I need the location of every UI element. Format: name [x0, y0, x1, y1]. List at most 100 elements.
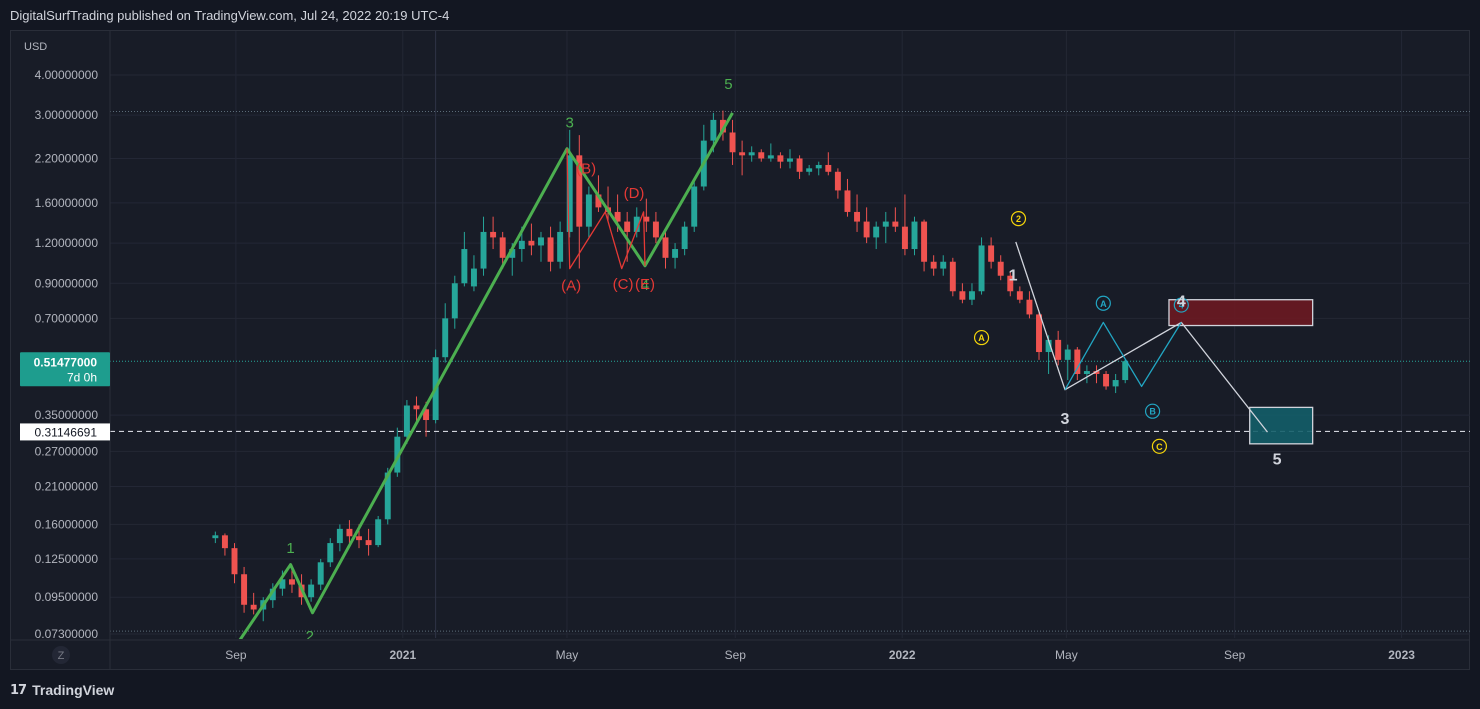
chart-grid [110, 31, 1470, 638]
candle-body [834, 171, 841, 191]
candle-body [997, 261, 1004, 276]
x-tick-label: May [1055, 648, 1078, 662]
y-tick-label: 0.07300000 [35, 627, 99, 641]
candle-body [978, 245, 985, 292]
wave-label: (B) [576, 160, 596, 177]
tradingview-logo-icon: 17 [10, 682, 27, 698]
y-tick-label: 0.27000000 [35, 444, 99, 458]
candle-body [576, 155, 583, 227]
candle-body [643, 216, 650, 222]
candle-body [787, 158, 793, 162]
candle-body [691, 186, 698, 227]
candle-body [777, 155, 784, 162]
y-tick-label: 0.90000000 [35, 276, 99, 290]
candle-body [940, 261, 947, 269]
brand-name: TradingView [32, 682, 115, 698]
wave-label-circle [973, 329, 990, 346]
chart-panel[interactable] [10, 30, 1470, 670]
candle-body [1055, 339, 1062, 360]
candle-body [892, 221, 899, 227]
candle-body [796, 158, 803, 172]
candle-body [221, 535, 228, 549]
candle-body [1007, 275, 1014, 292]
candle-body [490, 231, 497, 238]
candle-body [863, 221, 870, 238]
candle-body [442, 318, 449, 358]
candle-body [949, 261, 956, 292]
candle-body [1016, 291, 1023, 300]
candle-body [911, 221, 918, 250]
candle-body [748, 152, 755, 156]
candle-body [969, 291, 975, 300]
candle-body [289, 579, 295, 585]
candle-body [719, 119, 726, 133]
candle-body [681, 226, 688, 250]
zoom-label: Z [58, 650, 65, 662]
tradingview-branding[interactable]: 17 TradingView [10, 682, 114, 698]
candle-body [317, 562, 324, 585]
candle-body [758, 152, 765, 159]
candle-body [1074, 349, 1081, 374]
candle-body [815, 164, 822, 169]
wave-label-circle [1151, 438, 1168, 454]
candle-body [557, 231, 564, 262]
candle-body [394, 436, 401, 473]
y-tick-label: 3.00000000 [35, 108, 99, 122]
candle-body [729, 132, 736, 153]
candle-body [451, 283, 458, 319]
wave-label: (D) [624, 185, 645, 202]
candle-body [528, 240, 535, 246]
cursor-price-badge [20, 423, 110, 441]
candle-body [423, 409, 430, 421]
candle-body [308, 584, 315, 598]
candle-body [356, 536, 362, 541]
x-tick-label: Sep [725, 648, 747, 662]
zoom-button[interactable]: Z [52, 646, 70, 664]
y-tick-label: 0.35000000 [35, 408, 99, 422]
candle-body [873, 226, 880, 238]
candle-body [365, 540, 372, 546]
wave-label: 2 [1016, 214, 1021, 224]
candle-body [585, 194, 592, 227]
candle-body [959, 291, 966, 300]
wave-label: 3 [566, 114, 574, 131]
x-tick-label: 2021 [389, 648, 416, 662]
candle-body [1093, 371, 1100, 374]
candle-body [825, 164, 832, 172]
y-tick-label: 0.12500000 [35, 552, 99, 566]
wave-label: 1 [1009, 268, 1018, 285]
candle-body [327, 543, 334, 563]
candle-body [241, 574, 248, 605]
resistance-zone [1168, 299, 1314, 327]
wave-line [1015, 241, 1269, 433]
zoom-icon [52, 646, 70, 664]
price-zones [1168, 299, 1314, 445]
y-tick-label: 4.00000000 [35, 68, 99, 82]
candle-body [633, 216, 640, 232]
candle-body [614, 211, 621, 222]
wave-line [1064, 321, 1182, 391]
candle-body [509, 249, 516, 258]
candle-body [1064, 349, 1071, 360]
y-tick-label: 0.16000000 [35, 517, 99, 531]
current-price-value: 0.51477000 [34, 355, 98, 369]
y-tick-label: 1.60000000 [35, 196, 99, 210]
horizontal-lines [110, 110, 1470, 632]
candle-body [480, 231, 487, 269]
wave-label: C [1156, 442, 1163, 452]
candle-body [413, 405, 420, 410]
candle-body [212, 535, 219, 539]
y-tick-label: 2.20000000 [35, 151, 99, 165]
wave-label: 3 [1061, 411, 1070, 428]
wave-label: 4 [641, 277, 649, 294]
candle-body [538, 237, 544, 246]
x-tick-label: 2022 [889, 648, 916, 662]
x-tick-label: 2023 [1388, 648, 1415, 662]
x-tick-label: Sep [225, 648, 247, 662]
wave-label: A [978, 333, 985, 343]
wave-line [238, 112, 734, 639]
candle-body [624, 221, 631, 232]
candle-body [566, 155, 573, 232]
